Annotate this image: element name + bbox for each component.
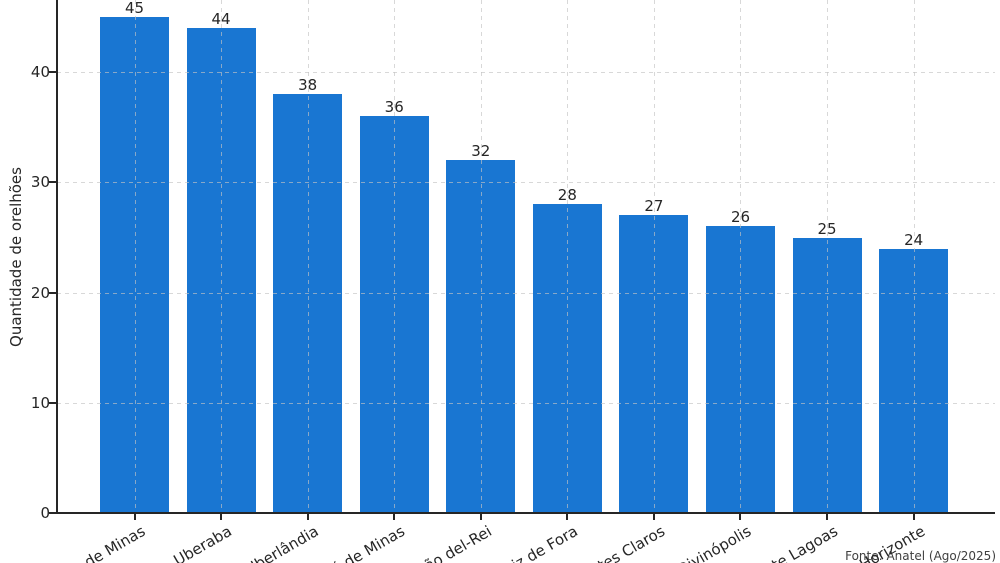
bar	[879, 248, 949, 513]
bar-value-label: 32	[471, 142, 491, 161]
x-tick-label: Pará de Minas	[308, 522, 409, 563]
x-tick-mark	[739, 514, 742, 520]
bar-value-label: 28	[557, 186, 577, 205]
bar	[619, 215, 689, 513]
x-tick-mark	[133, 514, 136, 520]
bar-value-label: 27	[644, 197, 664, 216]
x-tick-label: Divinópolis	[674, 522, 755, 563]
bar	[273, 94, 343, 513]
bar-value-label: 38	[298, 76, 318, 95]
y-tick-mark	[49, 401, 56, 404]
x-tick-mark	[826, 514, 829, 520]
y-axis-spine	[56, 0, 58, 514]
bar-value-label: 44	[211, 10, 231, 29]
y-tick-label: 0	[40, 504, 50, 522]
bar	[100, 17, 169, 513]
x-tick-mark	[220, 514, 223, 520]
x-tick-label: Sete Lagoas	[752, 522, 842, 563]
bar	[792, 237, 862, 513]
y-tick-mark	[49, 512, 56, 514]
y-axis-title: Quantidade de orelhões	[7, 167, 25, 347]
y-tick-label: 40	[30, 63, 50, 82]
x-tick-mark	[912, 514, 915, 520]
bar	[186, 28, 256, 513]
y-tick-label: 20	[30, 283, 50, 302]
x-tick-label: Juiz de Fora	[497, 522, 582, 563]
bar-value-label: 24	[904, 230, 924, 249]
source-note: Fonte: Anatel (Ago/2025)	[845, 549, 996, 563]
x-tick-label: Uberlândia	[241, 522, 322, 563]
bar-value-label: 36	[384, 98, 404, 117]
x-axis-spine	[56, 512, 995, 514]
bar	[359, 116, 429, 513]
bar	[532, 204, 602, 513]
bar-value-label: 45	[124, 0, 145, 18]
y-tick-label: 30	[30, 173, 50, 192]
x-tick-mark	[652, 514, 655, 520]
bar	[705, 226, 775, 513]
y-tick-mark	[49, 181, 56, 184]
y-tick-mark	[49, 291, 56, 294]
y-tick-mark	[49, 71, 56, 74]
bar	[446, 160, 516, 513]
x-tick-mark	[479, 514, 482, 520]
x-tick-mark	[306, 514, 309, 520]
bar-value-label: 26	[730, 208, 751, 227]
x-tick-label: Uberaba	[170, 522, 236, 563]
x-tick-mark	[566, 514, 569, 520]
y-tick-label: 10	[30, 393, 50, 412]
x-tick-label: Patos de Minas	[42, 522, 149, 563]
x-tick-label: Montes Claros	[567, 522, 668, 563]
x-tick-mark	[393, 514, 396, 520]
bar-value-label: 25	[817, 219, 837, 238]
